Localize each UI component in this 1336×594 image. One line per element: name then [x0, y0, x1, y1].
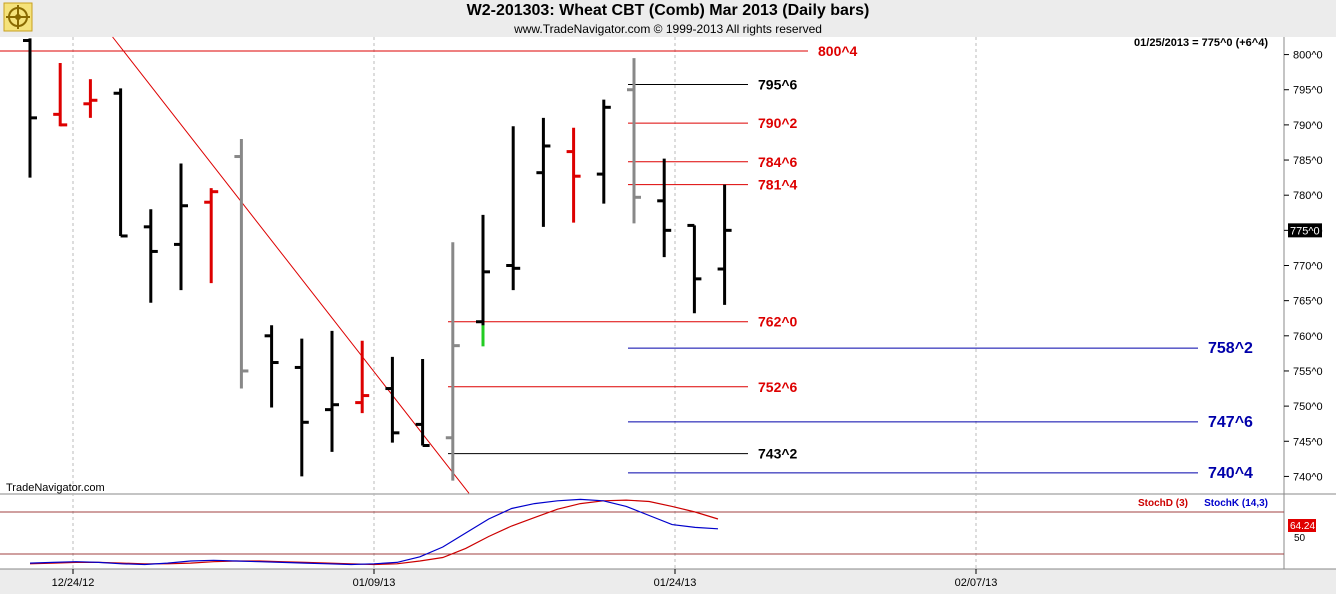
ohlc-bar — [83, 79, 98, 118]
level-label: 781^4 — [758, 177, 798, 193]
price-panel-bg — [0, 37, 1284, 494]
price-tick-label: 785^0 — [1293, 155, 1323, 167]
ohlc-bar — [23, 38, 37, 178]
stoch-d-legend: StochD (3) — [1138, 498, 1188, 509]
level-label: 795^6 — [758, 76, 798, 92]
stoch-line — [29, 498, 719, 566]
ohlc-bar — [113, 88, 128, 238]
stoch-legend: StochD (3) StochK (14,3) — [1138, 498, 1268, 509]
ohlc-bar — [687, 223, 702, 314]
ohlc-bar — [717, 184, 732, 305]
price-tick-label: 740^0 — [1293, 471, 1323, 483]
ohlc-bar — [264, 325, 279, 408]
level-label: 762^0 — [758, 314, 798, 330]
gridlines — [72, 37, 977, 569]
watermark: TradeNavigator.com — [6, 482, 105, 494]
stoch-value-label: 64.24 — [1290, 521, 1315, 532]
price-tick-label: 800^0 — [1293, 50, 1323, 62]
price-tick-label: 765^0 — [1293, 296, 1323, 308]
time-tick-label: 01/24/13 — [654, 577, 697, 589]
level-label: 784^6 — [758, 154, 798, 170]
stoch-value-box — [1288, 519, 1316, 532]
ohlc-bar — [174, 163, 188, 291]
time-tick-label: 02/07/13 — [955, 577, 998, 589]
ohlc-bar — [355, 340, 370, 414]
price-tick-label: 780^0 — [1293, 190, 1323, 202]
price-tick-label: 770^0 — [1293, 261, 1323, 273]
trendline — [112, 36, 470, 494]
ohlc-bar — [385, 356, 400, 443]
stoch-axis-label: 50 — [1294, 533, 1306, 544]
ohlc-bar — [325, 330, 339, 452]
price-tick-label: 760^0 — [1293, 331, 1323, 343]
ohlc-bar — [657, 158, 672, 258]
level-label: 758^2 — [1208, 340, 1253, 357]
stoch-panel-bg — [0, 494, 1284, 569]
ohlc-bar — [536, 117, 551, 227]
last-price-label: 775^0 — [1290, 225, 1320, 237]
ohlc-bar — [204, 188, 219, 284]
ohlc-bar — [294, 338, 309, 477]
last-price-box — [1288, 223, 1322, 238]
ohlc-bar — [476, 214, 490, 345]
level-label: 790^2 — [758, 115, 798, 131]
ohlc-bar — [506, 126, 521, 291]
chart-title: W2-201303: Wheat CBT (Comb) Mar 2013 (Da… — [466, 2, 870, 19]
ohlc-bar — [234, 138, 249, 389]
price-axis: 800^0 795^0 790^0 785^0 780^0 775^0 770^0 765^0… — [6, 37, 1323, 494]
level-label: 743^2 — [758, 446, 798, 462]
level-label: 752^6 — [758, 379, 798, 395]
price-tick-label: 745^0 — [1293, 436, 1323, 448]
price-tick-label: 790^0 — [1293, 120, 1323, 132]
ohlc-bar — [566, 127, 581, 223]
ohlc-bar — [415, 359, 430, 447]
ohlc-bar — [53, 63, 68, 127]
price-tick-label: 755^0 — [1293, 366, 1323, 378]
time-tick-label: 01/09/13 — [353, 577, 396, 589]
trendline-line — [112, 36, 470, 494]
price-tick-label: 750^0 — [1293, 401, 1323, 413]
level-label: 747^6 — [1208, 414, 1253, 431]
stoch-k-legend: StochK (14,3) — [1204, 498, 1268, 509]
ohlc-bars — [23, 38, 732, 481]
ohlc-bar — [445, 242, 460, 481]
time-axis: 12/24/12 01/09/13 01/24/13 02/07/13 — [52, 569, 998, 589]
time-tick-label: 12/24/12 — [52, 577, 95, 589]
price-tick-label: 795^0 — [1293, 85, 1323, 97]
price-axis-bg — [1284, 37, 1336, 494]
level-label: 800^4 — [818, 43, 858, 59]
chart-subtitle: www.TradeNavigator.com © 1999-2013 All r… — [514, 22, 822, 36]
ohlc-bar — [596, 99, 611, 204]
ohlc-bar — [143, 209, 158, 303]
info-box: 01/25/2013 = 775^0 (+6^4) — [1134, 37, 1268, 49]
level-label: 740^4 — [1208, 465, 1253, 482]
price-levels: 800^4 795^6 790^2 784^6 781^4 762^0 758^2 752^6… — [0, 43, 1253, 482]
ohlc-bar — [627, 58, 641, 224]
trade-navigator-logo-icon — [3, 2, 33, 32]
